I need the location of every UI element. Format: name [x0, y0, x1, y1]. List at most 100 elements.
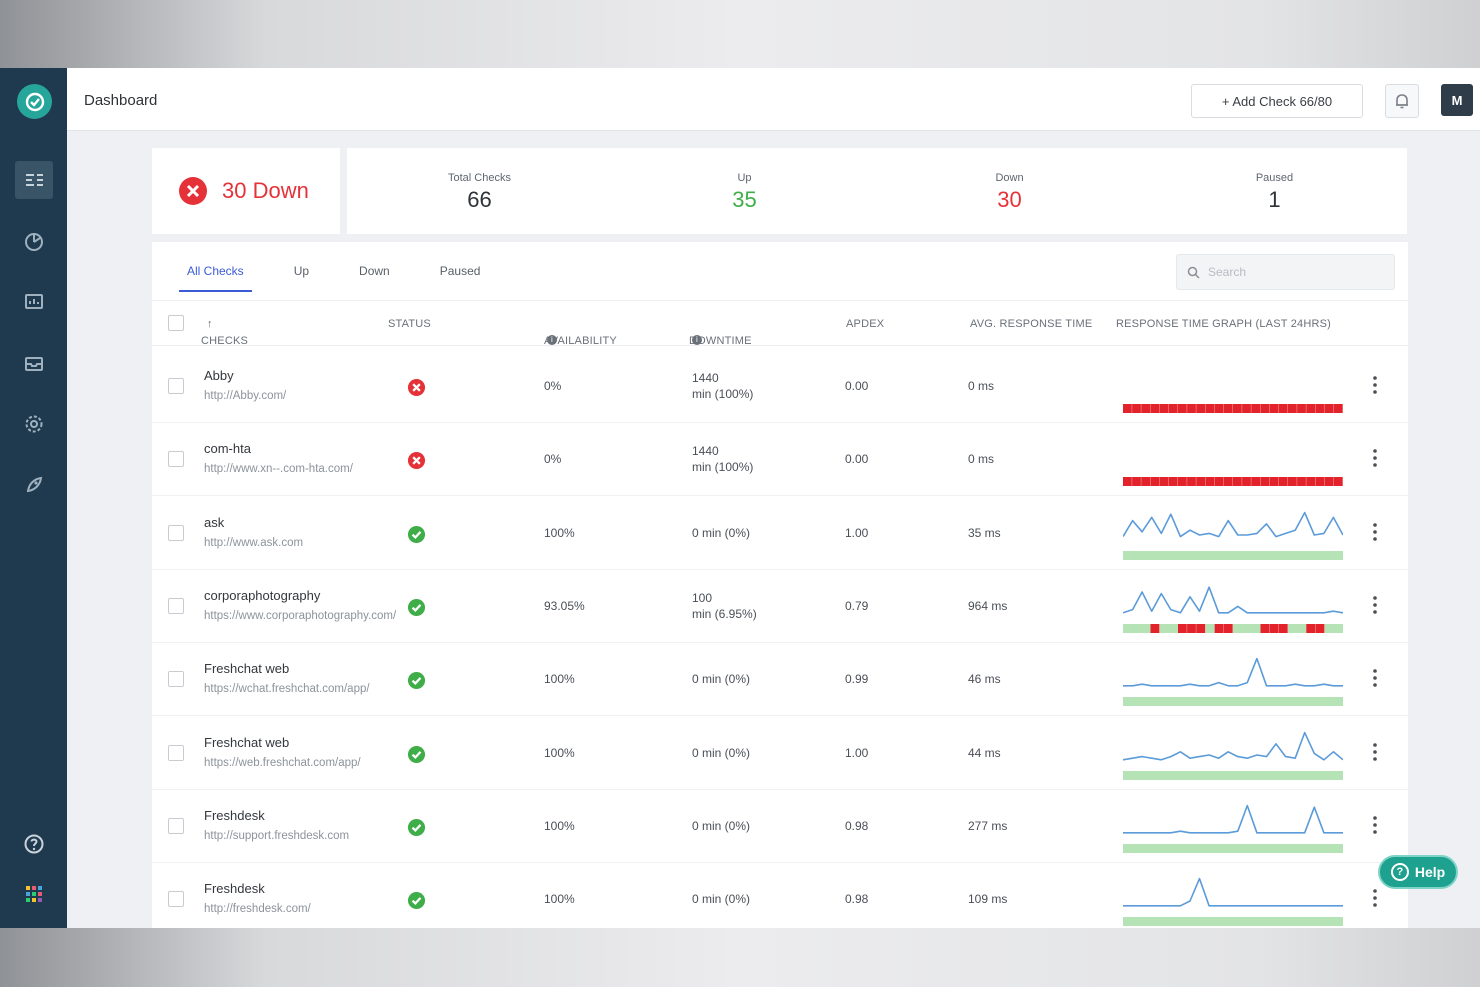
avatar[interactable]: M: [1441, 84, 1473, 116]
sidebar-item-status-pages[interactable]: [15, 283, 53, 321]
availability-segment: [1132, 550, 1142, 560]
check-name[interactable]: Freshdesk: [204, 807, 265, 823]
info-icon[interactable]: i: [692, 335, 702, 345]
response-time-graph[interactable]: [1123, 360, 1343, 416]
availability-segment: [1269, 404, 1280, 413]
check-url[interactable]: http://www.ask.com: [204, 536, 304, 549]
row-checkbox[interactable]: [168, 744, 184, 761]
search-input[interactable]: [1208, 265, 1388, 279]
check-url[interactable]: http://support.freshdesk.com: [204, 829, 350, 842]
check-url[interactable]: http://www.xn--.com-hta.com/: [204, 463, 353, 476]
downtime-value: 1440 min (100%): [692, 370, 753, 402]
row-checkbox[interactable]: [168, 524, 184, 541]
col-checks[interactable]: CHECKS ↑: [201, 318, 248, 347]
check-name[interactable]: Freshchat web: [204, 734, 290, 750]
stat-total-checks[interactable]: Total Checks 66: [347, 148, 612, 234]
down-summary-card[interactable]: 30 Down: [152, 148, 340, 234]
response-time-graph[interactable]: [1123, 653, 1343, 709]
select-all-checkbox[interactable]: [168, 315, 184, 331]
availability-segment: [1233, 770, 1243, 780]
sparkline: [1123, 877, 1343, 907]
check-name[interactable]: Freshchat web: [204, 661, 290, 677]
check-url[interactable]: https://web.freshchat.com/app/: [204, 756, 361, 769]
stat-paused[interactable]: Paused 1: [1142, 148, 1407, 234]
help-button[interactable]: ? Help: [1378, 855, 1458, 889]
more-options-icon[interactable]: [1368, 741, 1382, 763]
add-check-button[interactable]: + Add Check 66/80: [1191, 84, 1363, 118]
more-options-icon[interactable]: [1368, 447, 1382, 469]
availability-segment: [1324, 843, 1335, 853]
more-options-icon[interactable]: [1368, 594, 1382, 616]
row-checkbox[interactable]: [168, 378, 184, 394]
more-options-icon[interactable]: [1368, 521, 1382, 543]
table-row[interactable]: Freshdesk http://freshdesk.com/ 100% 0 m…: [152, 863, 1408, 928]
row-checkbox[interactable]: [168, 671, 184, 688]
table-row[interactable]: Abby http://Abby.com/ 0% 1440 min (100%)…: [152, 350, 1408, 423]
response-time-graph[interactable]: [1123, 507, 1343, 563]
sidebar-item-settings[interactable]: [15, 405, 53, 443]
stat-label: Down: [995, 172, 1024, 184]
stat-down[interactable]: Down 30: [877, 148, 1142, 234]
row-checkbox[interactable]: [168, 891, 184, 908]
tab-paused[interactable]: Paused: [439, 264, 481, 278]
availability-segment: [1260, 623, 1270, 633]
sparkline: [1123, 804, 1343, 834]
response-time-graph[interactable]: [1123, 727, 1343, 783]
sidebar-item-integrations[interactable]: [15, 344, 53, 382]
check-url[interactable]: http://freshdesk.com/: [204, 903, 311, 916]
more-options-icon[interactable]: [1368, 814, 1382, 836]
sidebar-item-checks[interactable]: [15, 161, 53, 199]
more-options-icon[interactable]: [1368, 667, 1382, 689]
response-time-graph[interactable]: [1123, 433, 1343, 489]
check-url[interactable]: http://Abby.com/: [204, 390, 287, 402]
table-row[interactable]: Freshdesk http://support.freshdesk.com 1…: [152, 790, 1408, 863]
availability-segment: [1196, 917, 1206, 927]
more-options-icon[interactable]: [1368, 887, 1382, 909]
check-url[interactable]: https://wchat.freshchat.com/app/: [204, 683, 370, 696]
table-row[interactable]: ask http://www.ask.com 100% 0 min (0%) 1…: [152, 497, 1408, 570]
check-name[interactable]: Abby: [204, 368, 234, 383]
row-checkbox[interactable]: [168, 597, 184, 614]
apdex-value: 0.79: [845, 598, 869, 613]
stat-up[interactable]: Up 35: [612, 148, 877, 234]
info-icon[interactable]: i: [547, 335, 557, 345]
availability-segment: [1159, 404, 1170, 413]
availability-segment: [1288, 770, 1298, 780]
availability-segment: [1324, 697, 1335, 707]
availability-segment: [1196, 477, 1206, 487]
availability-segment: [1297, 404, 1307, 413]
tab-down[interactable]: Down: [359, 264, 390, 278]
availability-value: 0%: [544, 379, 562, 393]
availability-segment: [1178, 697, 1188, 707]
table-row[interactable]: corporaphotography https://www.corporaph…: [152, 570, 1408, 643]
tab-up[interactable]: Up: [293, 264, 310, 278]
check-name[interactable]: Freshdesk: [204, 881, 265, 897]
check-url[interactable]: https://www.corporaphotography.com/: [204, 609, 397, 622]
sidebar-item-getting-started[interactable]: [15, 466, 53, 504]
availability-segment: [1205, 917, 1215, 927]
availability-segment: [1251, 697, 1261, 707]
sidebar-item-help[interactable]: [15, 825, 53, 863]
more-options-icon[interactable]: [1368, 374, 1382, 396]
row-checkbox[interactable]: [168, 451, 184, 468]
app-logo[interactable]: [17, 84, 52, 119]
check-name[interactable]: com-hta: [204, 441, 251, 457]
response-time-graph[interactable]: [1123, 800, 1343, 856]
table-row[interactable]: Freshchat web https://web.freshchat.com/…: [152, 717, 1408, 790]
downtime-value: 0 min (0%): [692, 525, 750, 541]
availability-segment: [1242, 550, 1252, 560]
check-name[interactable]: ask: [204, 514, 225, 530]
row-checkbox[interactable]: [168, 817, 184, 834]
table-row[interactable]: Freshchat web https://wchat.freshchat.co…: [152, 643, 1408, 717]
sidebar-item-reports[interactable]: [15, 222, 53, 260]
notifications-button[interactable]: [1385, 84, 1419, 118]
response-time-graph[interactable]: [1123, 873, 1343, 928]
tab-all-checks[interactable]: All Checks: [179, 262, 252, 292]
availability-segment: [1159, 770, 1170, 780]
sidebar-item-apps[interactable]: [15, 875, 53, 913]
table-row[interactable]: com-hta http://www.xn--.com-hta.com/ 0% …: [152, 423, 1408, 497]
check-name[interactable]: corporaphotography: [204, 587, 321, 603]
response-time-graph[interactable]: [1123, 580, 1343, 636]
availability-segment: [1324, 477, 1335, 487]
availability-segment: [1233, 404, 1243, 413]
